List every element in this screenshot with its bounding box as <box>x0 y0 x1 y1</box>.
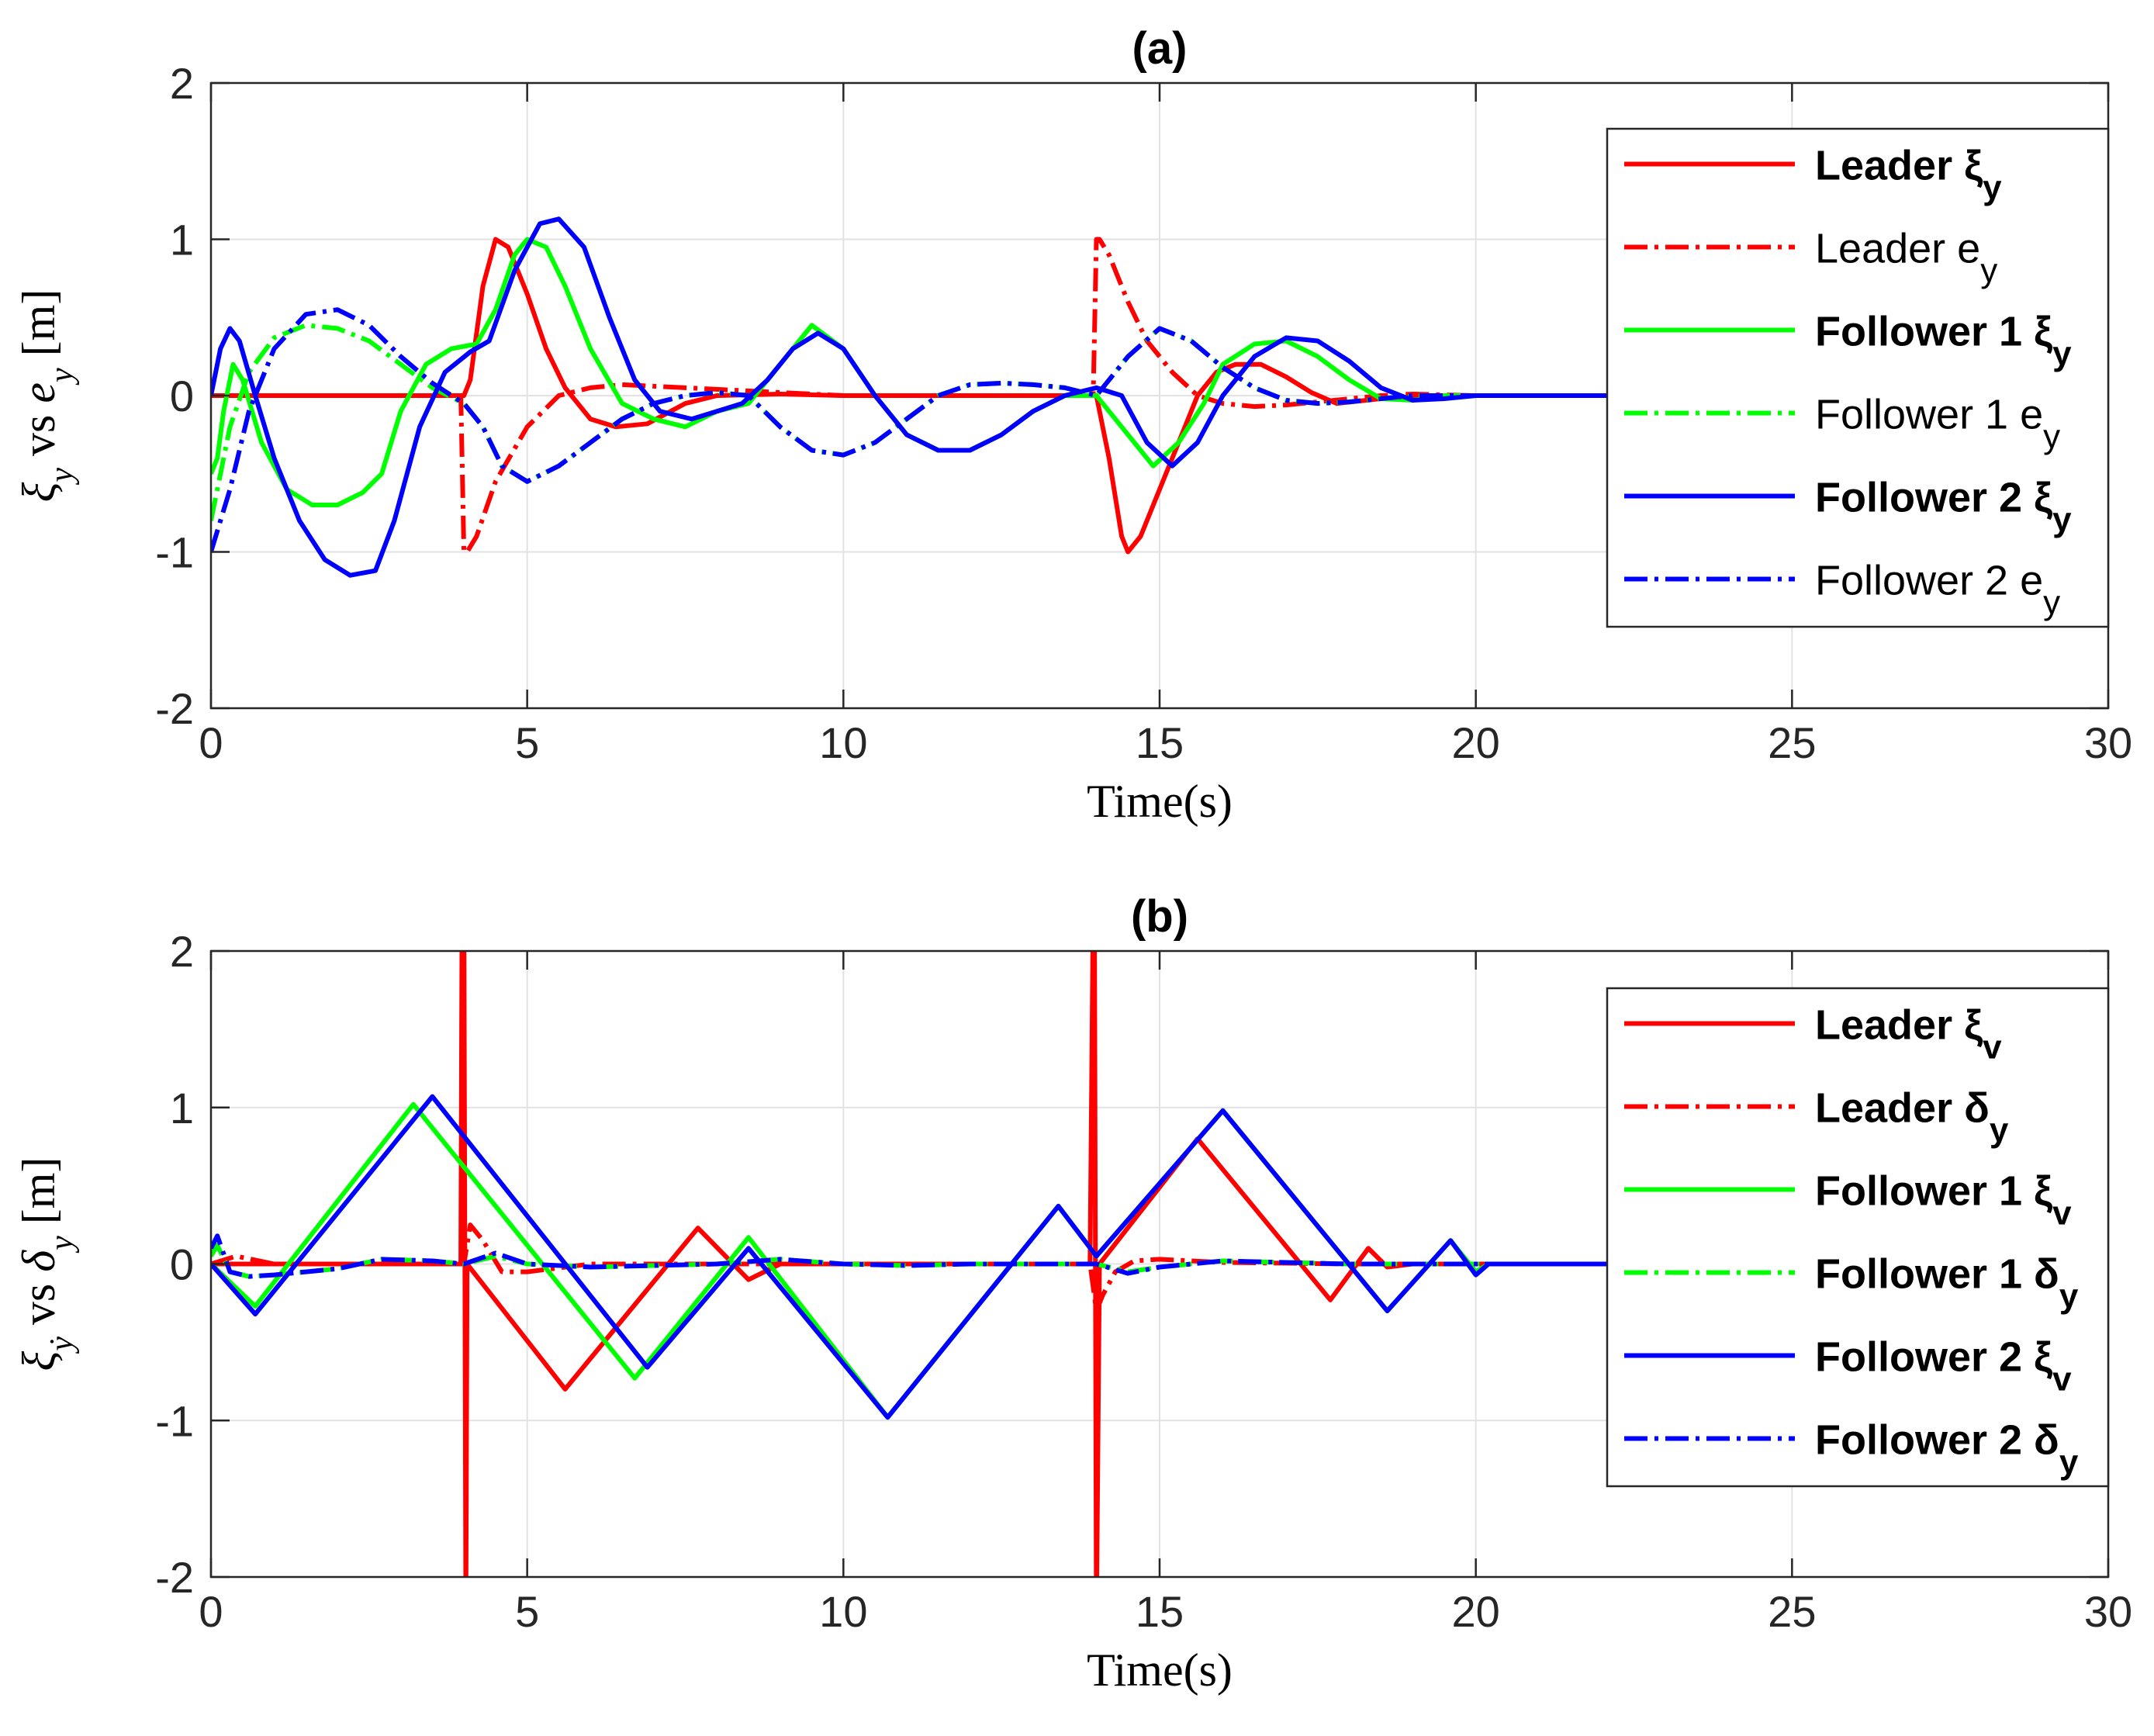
x-tick-label: 20 <box>1452 1587 1500 1636</box>
y-tick-label: 1 <box>170 216 194 265</box>
series-group <box>211 951 2108 1577</box>
x-tick-label: 15 <box>1136 718 1184 767</box>
legend-label: Follower 1 δy <box>1815 1251 2079 1316</box>
series-line-follower-2-ey <box>211 307 2108 553</box>
legend-label: Follower 1 ξv <box>1815 1168 2072 1233</box>
y-tick-label: -1 <box>155 528 194 577</box>
legend-label: Follower 1 ξy <box>1815 309 2072 373</box>
x-tick-label: 5 <box>515 1587 539 1636</box>
y-axis-label: ξẏ vs δy [m] <box>13 1157 80 1371</box>
x-tick-label: 25 <box>1768 1587 1816 1636</box>
y-tick-label: -2 <box>155 684 194 733</box>
y-tick-label: 0 <box>170 1240 194 1289</box>
x-tick-label: 25 <box>1768 718 1816 767</box>
legend-box <box>1606 987 2110 1488</box>
legend-label: Leader ξy <box>1815 143 2002 207</box>
legend-label: Follower 2 δy <box>1815 1417 2079 1482</box>
x-tick-label: 5 <box>515 718 539 767</box>
y-tick-label: 1 <box>170 1084 194 1133</box>
y-tick-label: 0 <box>170 372 194 420</box>
chart-title: (a) <box>1132 23 1188 74</box>
y-tick-label: -1 <box>155 1396 194 1445</box>
legend-label: Follower 1 ey <box>1815 392 2060 456</box>
x-tick-label: 15 <box>1136 1587 1184 1636</box>
x-tick-label: 30 <box>2084 718 2132 767</box>
series-line-follower-2-y <box>211 216 2108 578</box>
chart-title: (b) <box>1131 891 1188 942</box>
legend: Leader ξv Leader δy Follower 1 ξv Follower … <box>1606 987 2110 1488</box>
x-tick-label: 0 <box>199 718 223 767</box>
x-axis-label: Time(s) <box>1087 1644 1233 1696</box>
x-tick-label: 20 <box>1452 718 1500 767</box>
series-line-follower-2-y <box>211 1233 2108 1279</box>
y-tick-label: -2 <box>155 1553 194 1602</box>
legend-label: Follower 2 ξv <box>1815 1334 2072 1399</box>
y-tick-label: 2 <box>170 927 194 976</box>
legend-label: Leader δy <box>1815 1085 2009 1150</box>
series-group <box>211 216 2108 578</box>
x-axis-label: Time(s) <box>1087 776 1233 827</box>
x-tick-label: 10 <box>819 1587 867 1636</box>
legend-box <box>1606 127 2110 628</box>
legend-label: Leader ey <box>1815 226 1997 290</box>
y-tick-label: 2 <box>170 59 194 108</box>
legend-label: Follower 2 ξy <box>1815 475 2072 539</box>
panel-a: 0 5 10 15 20 25 30 -2 -1 0 1 2 (a) Time(s) ξy vs ey [m… <box>13 23 2132 827</box>
legend-label: Follower 2 ey <box>1815 558 2060 622</box>
panel-b: 0 5 10 15 20 25 30 -2 -1 0 1 2 (b) Time(s) ξẏ vs δy [m… <box>13 891 2132 1696</box>
x-tick-label: 30 <box>2084 1587 2132 1636</box>
legend-label: Leader ξv <box>1815 1002 2002 1067</box>
legend: Leader ξy Leader ey Follower 1 ξy Follower … <box>1606 127 2110 628</box>
y-axis-label: ξy vs ey [m] <box>13 289 80 503</box>
x-tick-label: 10 <box>819 718 867 767</box>
x-tick-label: 0 <box>199 1587 223 1636</box>
